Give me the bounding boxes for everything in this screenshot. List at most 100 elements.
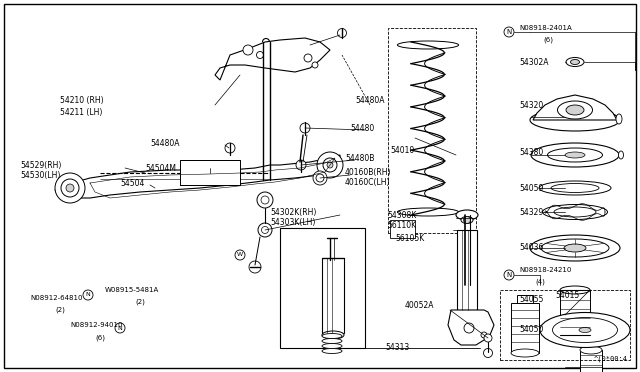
Text: 54480A: 54480A (355, 96, 385, 105)
Ellipse shape (554, 207, 596, 217)
Ellipse shape (543, 208, 607, 221)
Text: 54050: 54050 (519, 326, 543, 334)
Circle shape (296, 160, 306, 170)
Ellipse shape (618, 151, 623, 159)
Ellipse shape (543, 208, 607, 221)
Ellipse shape (543, 205, 607, 218)
Ellipse shape (397, 41, 459, 49)
Text: 54529(RH): 54529(RH) (20, 160, 61, 170)
Text: N08912-64810: N08912-64810 (30, 295, 83, 301)
Text: 54036: 54036 (519, 244, 543, 253)
Ellipse shape (322, 334, 342, 339)
Ellipse shape (543, 203, 607, 216)
Ellipse shape (543, 203, 607, 216)
Circle shape (317, 152, 343, 178)
Ellipse shape (511, 349, 539, 357)
Bar (457, 230, 477, 310)
Ellipse shape (543, 208, 607, 221)
Ellipse shape (543, 206, 607, 219)
Ellipse shape (543, 205, 607, 218)
Circle shape (243, 45, 253, 55)
Circle shape (257, 51, 264, 58)
Ellipse shape (543, 208, 607, 221)
Ellipse shape (543, 208, 607, 221)
Text: W08915-5481A: W08915-5481A (105, 287, 159, 293)
Ellipse shape (543, 206, 607, 219)
Ellipse shape (543, 207, 607, 220)
Text: 54504M: 54504M (145, 164, 176, 173)
Text: N: N (506, 29, 511, 35)
Bar (280, 228, 365, 348)
Text: 56105K: 56105K (395, 234, 424, 243)
Circle shape (66, 184, 74, 192)
Ellipse shape (543, 203, 607, 216)
Circle shape (327, 162, 333, 168)
Ellipse shape (543, 208, 607, 221)
Bar (388, 28, 476, 233)
Circle shape (504, 270, 514, 280)
Ellipse shape (543, 206, 607, 219)
Ellipse shape (543, 208, 607, 221)
Ellipse shape (543, 203, 607, 216)
Ellipse shape (322, 349, 342, 353)
Ellipse shape (461, 217, 473, 224)
Circle shape (257, 192, 273, 208)
Ellipse shape (543, 203, 607, 217)
Circle shape (258, 223, 272, 237)
Circle shape (312, 62, 318, 68)
Ellipse shape (543, 205, 607, 219)
Bar (560, 290, 590, 335)
Ellipse shape (560, 331, 590, 339)
Ellipse shape (530, 109, 620, 131)
Ellipse shape (456, 210, 478, 220)
Ellipse shape (322, 331, 344, 339)
Ellipse shape (566, 105, 584, 115)
Text: 54530(LH): 54530(LH) (20, 170, 60, 180)
Circle shape (55, 173, 85, 203)
Text: 54211 (LH): 54211 (LH) (60, 108, 102, 116)
Text: (6): (6) (543, 37, 553, 43)
Polygon shape (448, 310, 494, 345)
Polygon shape (55, 155, 340, 198)
Ellipse shape (543, 207, 607, 220)
Text: N: N (86, 292, 90, 298)
Ellipse shape (531, 143, 619, 167)
Circle shape (225, 143, 235, 153)
Text: 54210 (RH): 54210 (RH) (60, 96, 104, 105)
Ellipse shape (579, 327, 591, 333)
Ellipse shape (543, 206, 607, 219)
Text: W: W (237, 253, 243, 257)
Ellipse shape (566, 58, 584, 67)
Ellipse shape (543, 203, 607, 217)
Text: 54302K(RH): 54302K(RH) (270, 208, 316, 217)
Text: 40160B(RH): 40160B(RH) (345, 167, 392, 176)
Circle shape (504, 27, 514, 37)
Ellipse shape (580, 346, 602, 354)
Circle shape (61, 179, 79, 197)
Text: 54480B: 54480B (345, 154, 374, 163)
Text: N: N (506, 272, 511, 278)
Text: N08918-24210: N08918-24210 (519, 267, 572, 273)
Circle shape (115, 323, 125, 333)
Ellipse shape (543, 204, 607, 217)
Ellipse shape (541, 239, 609, 257)
Ellipse shape (543, 208, 607, 221)
Text: (6): (6) (95, 335, 105, 341)
Circle shape (83, 290, 93, 300)
Circle shape (483, 349, 493, 357)
Text: (2): (2) (135, 299, 145, 305)
Text: 54313: 54313 (385, 343, 409, 353)
Ellipse shape (543, 205, 607, 218)
Circle shape (323, 158, 337, 172)
Ellipse shape (543, 203, 607, 216)
Bar (500, 290, 630, 360)
Text: 54302A: 54302A (519, 58, 548, 67)
Ellipse shape (543, 204, 607, 217)
Ellipse shape (543, 203, 607, 216)
Text: (2): (2) (55, 307, 65, 313)
Circle shape (249, 261, 261, 273)
Ellipse shape (543, 208, 607, 221)
Circle shape (300, 123, 310, 133)
Ellipse shape (543, 206, 607, 219)
Circle shape (304, 54, 312, 62)
